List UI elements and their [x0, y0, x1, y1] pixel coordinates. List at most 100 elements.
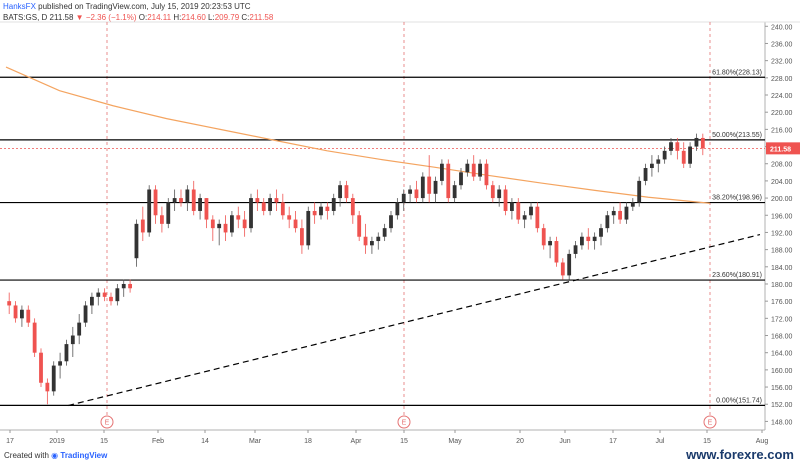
candle-body[interactable] — [319, 206, 323, 216]
candle-body[interactable] — [688, 146, 692, 164]
candle-body[interactable] — [560, 262, 565, 276]
candle-body[interactable] — [39, 352, 43, 383]
candle-body[interactable] — [459, 172, 463, 186]
candle-body[interactable] — [503, 189, 508, 211]
candle-body[interactable] — [548, 241, 552, 246]
candle-body[interactable] — [96, 292, 101, 297]
candle-body[interactable] — [217, 223, 222, 229]
earnings-event-icon[interactable] — [703, 415, 717, 429]
candle-body[interactable] — [13, 305, 18, 319]
candle-body[interactable] — [306, 210, 311, 246]
candle-body[interactable] — [408, 189, 412, 194]
candle-body[interactable] — [389, 215, 393, 229]
trendline[interactable] — [67, 234, 761, 407]
candle-body[interactable] — [446, 163, 451, 199]
candle-body[interactable] — [554, 241, 559, 263]
author-name[interactable]: HanksFX — [3, 2, 36, 11]
candle-body[interactable] — [268, 198, 272, 211]
candle-body[interactable] — [465, 163, 470, 173]
candle-body[interactable] — [344, 185, 349, 199]
candle-body[interactable] — [376, 236, 381, 242]
candle-body[interactable] — [452, 185, 457, 199]
candle-body[interactable] — [681, 150, 686, 164]
candle-body[interactable] — [401, 193, 406, 203]
candle-body[interactable] — [90, 296, 94, 306]
candle-body[interactable] — [121, 283, 126, 289]
candle-body[interactable] — [280, 202, 285, 216]
candle-body[interactable] — [370, 241, 374, 246]
candle-body[interactable] — [350, 198, 355, 216]
candle-body[interactable] — [510, 202, 514, 211]
candle-body[interactable] — [210, 219, 215, 229]
tradingview-link[interactable]: TradingView — [60, 451, 108, 460]
earnings-event-icon[interactable] — [100, 415, 114, 429]
candle-body[interactable] — [497, 189, 502, 199]
candle-body[interactable] — [274, 198, 279, 203]
candle-body[interactable] — [478, 163, 482, 177]
candle-body[interactable] — [128, 283, 132, 289]
candle-body[interactable] — [580, 236, 584, 246]
candle-body[interactable] — [140, 219, 145, 233]
candle-body[interactable] — [185, 189, 190, 203]
candle-body[interactable] — [312, 210, 317, 216]
candle-body[interactable] — [414, 189, 419, 199]
candle-body[interactable] — [26, 309, 31, 323]
candle-body[interactable] — [83, 305, 88, 323]
candle-body[interactable] — [198, 198, 202, 211]
candle-body[interactable] — [242, 219, 247, 229]
candle-body[interactable] — [134, 223, 139, 259]
candle-body[interactable] — [331, 198, 336, 211]
candle-body[interactable] — [669, 142, 673, 151]
candle-body[interactable] — [637, 180, 642, 203]
candle-body[interactable] — [618, 210, 622, 220]
candle-body[interactable] — [230, 215, 234, 233]
candle-body[interactable] — [440, 163, 444, 181]
candle-body[interactable] — [605, 215, 610, 229]
candle-body[interactable] — [694, 137, 699, 147]
candle-body[interactable] — [592, 236, 597, 242]
candle-body[interactable] — [662, 150, 667, 160]
candle-body[interactable] — [338, 185, 342, 199]
candle-body[interactable] — [223, 223, 228, 233]
candle-body[interactable] — [427, 176, 432, 194]
candle-body[interactable] — [191, 189, 196, 211]
candle-body[interactable] — [147, 189, 152, 233]
candle-body[interactable] — [395, 202, 400, 216]
candle-body[interactable] — [541, 228, 546, 246]
candle-body[interactable] — [64, 344, 69, 362]
candle-body[interactable] — [172, 198, 177, 203]
earnings-event-icon[interactable] — [397, 415, 411, 429]
candle-body[interactable] — [529, 206, 533, 216]
candle-body[interactable] — [249, 198, 253, 229]
candle-body[interactable] — [363, 236, 368, 246]
candle-body[interactable] — [656, 159, 661, 164]
candle-body[interactable] — [153, 189, 158, 216]
candle-body[interactable] — [535, 206, 540, 229]
candle-body[interactable] — [32, 322, 37, 353]
candle-body[interactable] — [630, 202, 635, 207]
candle-body[interactable] — [420, 176, 425, 199]
candle-body[interactable] — [58, 361, 62, 366]
candle-body[interactable] — [675, 142, 680, 151]
candle-body[interactable] — [109, 296, 113, 302]
candle-body[interactable] — [522, 215, 527, 220]
candle-body[interactable] — [236, 215, 241, 220]
candle-body[interactable] — [115, 288, 120, 302]
candle-body[interactable] — [293, 219, 298, 229]
candle-body[interactable] — [484, 163, 489, 186]
candle-body[interactable] — [70, 335, 75, 345]
moving-average-line[interactable] — [5, 66, 711, 204]
candle-body[interactable] — [599, 228, 603, 237]
candle-body[interactable] — [51, 365, 56, 392]
candle-body[interactable] — [490, 185, 495, 199]
candle-body[interactable] — [179, 198, 183, 203]
candle-body[interactable] — [102, 292, 107, 297]
candle-body[interactable] — [650, 163, 654, 169]
candle-body[interactable] — [287, 215, 292, 220]
candle-body[interactable] — [433, 180, 438, 194]
candle-body[interactable] — [643, 168, 648, 181]
candle-body[interactable] — [357, 215, 362, 237]
candle-body[interactable] — [325, 206, 330, 211]
candle-body[interactable] — [382, 228, 387, 237]
